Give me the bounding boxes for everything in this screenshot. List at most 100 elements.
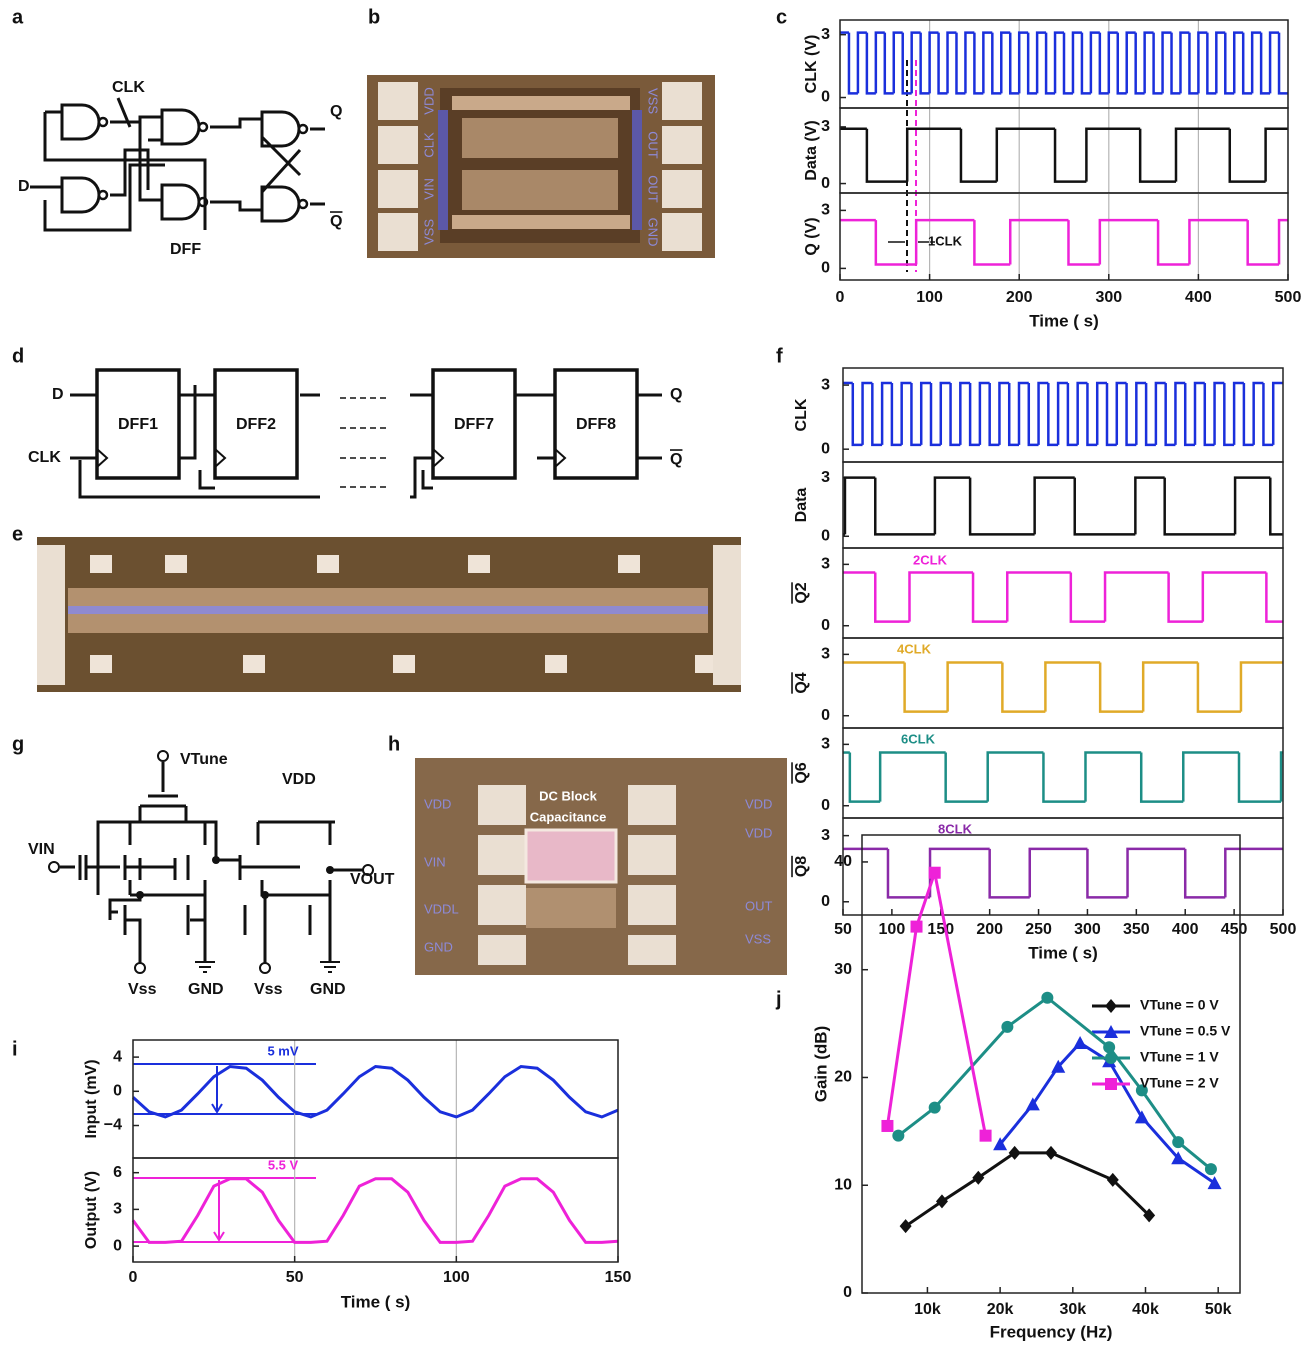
i-markers <box>133 1064 316 1242</box>
vin-label: VIN <box>28 841 55 858</box>
d-label: D <box>52 386 64 403</box>
pad-label: VDD <box>421 87 436 114</box>
waveform-segment <box>1273 383 1283 445</box>
waveform-segment <box>1030 849 1088 898</box>
panel-letter: b <box>368 6 380 28</box>
x-tick-label: 400 <box>1185 289 1212 306</box>
pad <box>165 555 187 573</box>
waveform-segment <box>1163 33 1172 94</box>
waveform-segment <box>876 33 885 94</box>
metal-line <box>68 606 708 614</box>
pad <box>478 785 526 825</box>
marker <box>1172 1136 1184 1148</box>
pad <box>662 126 702 164</box>
waveform-segment <box>1243 33 1252 94</box>
waveform-segment <box>1048 383 1058 445</box>
y-tick-label: 0 <box>113 1237 122 1254</box>
marker <box>972 1171 984 1185</box>
waveform-segment <box>845 478 875 535</box>
via-strip <box>632 110 642 230</box>
waveform-segment <box>1019 33 1028 94</box>
x-tick-label: 300 <box>1074 921 1101 938</box>
waveform-segment <box>863 383 873 445</box>
annotation: 5.5 V <box>268 1157 299 1172</box>
legend-label: VTune = 0 V <box>1140 997 1219 1013</box>
waveform-segment <box>858 33 867 94</box>
waveform-segment <box>1169 573 1203 622</box>
pad-label: VDDL <box>424 901 459 916</box>
panel-frame <box>133 1040 618 1158</box>
waveform-segment <box>1087 383 1097 445</box>
waveform-segment <box>1215 383 1225 445</box>
waveform-segment <box>1035 478 1075 535</box>
y-tick-label: 3 <box>821 736 830 753</box>
waveform-segment <box>1105 573 1169 622</box>
y-tick-label: 3 <box>821 646 830 663</box>
waveform-segment <box>1043 753 1085 802</box>
waveform-segment <box>1198 663 1241 712</box>
waveform-segment <box>1135 478 1164 535</box>
y-tick-label: 4 <box>113 1048 122 1065</box>
pad-label: OUT <box>646 175 661 203</box>
pad <box>378 82 418 120</box>
waveform-segment <box>921 383 931 445</box>
y-tick-label: 0 <box>821 797 830 814</box>
vout-label: VOUT <box>350 871 395 888</box>
waveform-segment <box>948 663 1003 712</box>
series-line <box>887 873 985 1136</box>
pad-label: VIN <box>421 178 436 200</box>
waveform-segment <box>935 478 970 535</box>
waveform-segment <box>956 33 965 94</box>
pad-label: VDD <box>424 796 451 811</box>
waveform-segment <box>1248 220 1279 264</box>
waveform-segment <box>850 753 880 802</box>
pad <box>90 555 112 573</box>
waveform-segment <box>988 753 1044 802</box>
waveform-segment <box>1234 33 1243 94</box>
pad-label: VSS <box>646 88 661 114</box>
waveform-segment <box>909 573 973 622</box>
y-tick-label: −4 <box>104 1117 122 1134</box>
waveform-segment <box>1010 33 1019 94</box>
wire <box>60 762 365 965</box>
waveform-segment <box>1158 220 1189 264</box>
waveform-segment <box>961 129 997 182</box>
x-tick-label: 500 <box>1275 289 1302 306</box>
pad <box>393 655 415 673</box>
x-axis-label: Time ( s) <box>341 1292 411 1311</box>
terminal <box>260 963 270 973</box>
marker <box>1205 1163 1217 1175</box>
waveform-segment <box>1216 33 1225 94</box>
waveform-segment <box>902 383 912 445</box>
y-tick-label: 3 <box>821 202 830 219</box>
waveform-segment <box>939 33 948 94</box>
pad <box>90 655 112 673</box>
x-tick-label: 200 <box>976 921 1003 938</box>
nand-gate <box>62 178 107 212</box>
vtune-label: VTune <box>180 751 228 768</box>
waveform-segment <box>1097 383 1107 445</box>
waveform-segment <box>1055 33 1064 94</box>
x-tick-label: 250 <box>1025 921 1052 938</box>
waveform-segment <box>931 383 941 445</box>
y-tick-label: 0 <box>821 175 830 192</box>
waveform-segment <box>1185 383 1195 445</box>
pad-label: GND <box>646 218 661 247</box>
x-tick-label: 450 <box>1221 921 1248 938</box>
x-tick-label: 50k <box>1205 1301 1232 1318</box>
node <box>212 856 220 864</box>
waveform-segment <box>970 478 1035 535</box>
panel-letter: c <box>776 6 787 28</box>
waveform-segment <box>875 573 909 622</box>
nand-gate <box>162 110 207 144</box>
node <box>326 866 334 874</box>
figure: a b c d e f g h i j CLK D Q Q DFF VDD CL… <box>0 0 1304 1344</box>
waveform-segment <box>930 33 939 94</box>
marker <box>911 921 923 933</box>
marker <box>1009 1146 1021 1160</box>
waveform-segment <box>1203 573 1267 622</box>
amplitude-arrow <box>214 1180 224 1240</box>
waveform-segment <box>885 33 894 94</box>
pad-column <box>37 545 65 685</box>
x-tick-label: 300 <box>1095 289 1122 306</box>
